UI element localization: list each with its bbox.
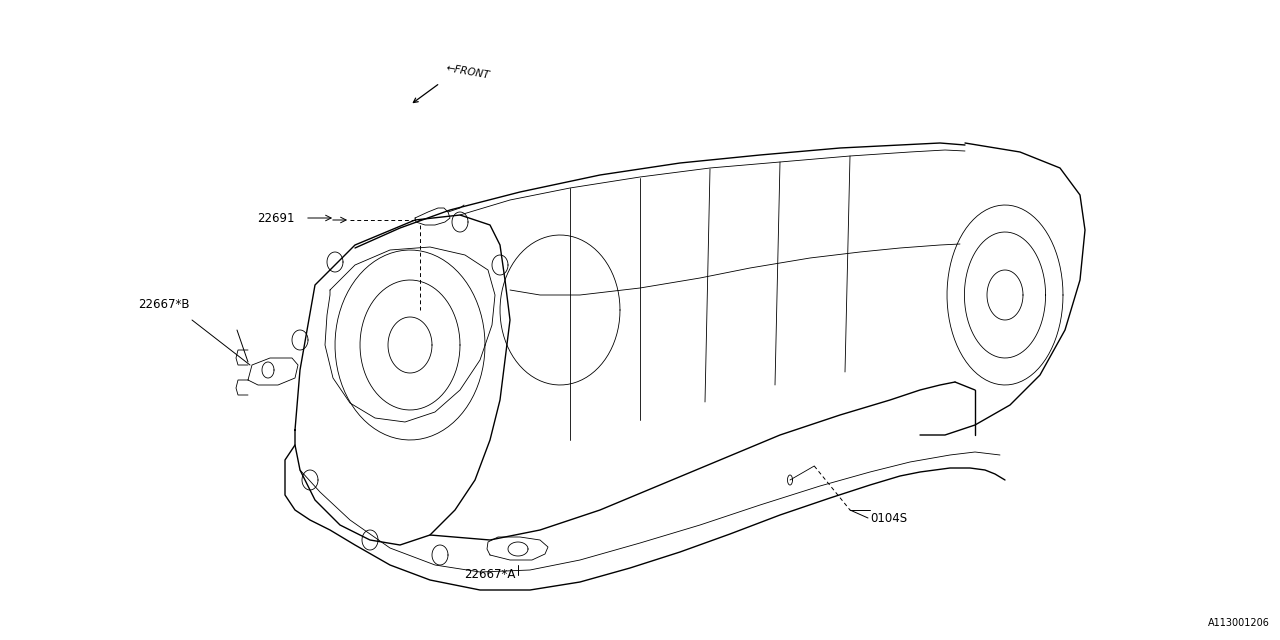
Text: 22667*B: 22667*B: [138, 298, 189, 312]
Text: A113001206: A113001206: [1208, 618, 1270, 628]
Text: 22691: 22691: [257, 211, 294, 225]
Text: ←FRONT: ←FRONT: [445, 63, 490, 81]
Text: 0104S: 0104S: [870, 511, 908, 525]
Text: 22667*A: 22667*A: [465, 568, 516, 582]
